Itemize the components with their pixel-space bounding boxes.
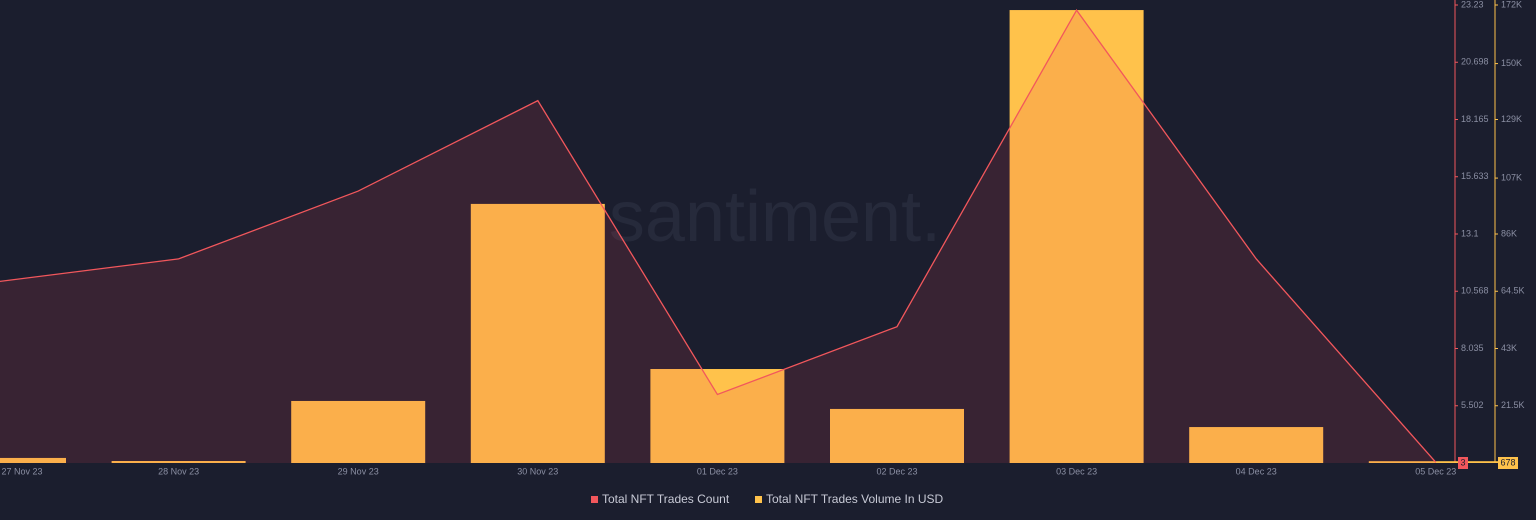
x-tick-label: 30 Nov 23 (517, 466, 558, 476)
x-tick-label: 03 Dec 23 (1056, 466, 1097, 476)
watermark: santiment. (609, 177, 941, 257)
x-tick-label: 02 Dec 23 (876, 466, 917, 476)
y-tick-label: 23.23 (1461, 0, 1484, 9)
bar (0, 457, 66, 463)
legend-label: Total NFT Trades Volume In USD (766, 492, 944, 506)
x-tick-label: 29 Nov 23 (338, 466, 379, 476)
x-tick-label: 05 Dec 23 (1415, 466, 1456, 476)
x-tick-label: 01 Dec 23 (697, 466, 738, 476)
x-tick-label: 27 Nov 23 (1, 466, 42, 476)
y2-tick-label: 172K (1501, 0, 1522, 9)
y-tick-label: 10.568 (1461, 286, 1489, 296)
y2-tick-label: 107K (1501, 172, 1522, 182)
area (0, 10, 1436, 463)
y-tick-label: 5.502 (1461, 400, 1484, 410)
y-tick-label: 20.698 (1461, 57, 1489, 67)
y2-tick-label: 64.5K (1501, 286, 1525, 296)
legend: Total NFT Trades Count Total NFT Trades V… (591, 492, 944, 506)
y2-tick-label: 21.5K (1501, 400, 1525, 410)
y2-tick-label: 129K (1501, 114, 1522, 124)
bar (650, 369, 785, 463)
y2-tick-label: 86K (1501, 228, 1517, 238)
y-tick-label: 13.1 (1461, 228, 1479, 238)
line (0, 8, 1437, 463)
badge (1498, 457, 1518, 469)
x-tick-label: 28 Nov 23 (158, 466, 199, 476)
bar (1189, 427, 1324, 463)
bar (830, 408, 964, 463)
y-tick-label: 8.035 (1461, 343, 1484, 353)
legend-swatch (755, 496, 762, 503)
last-value-badge: 678 (1500, 457, 1515, 467)
bar (291, 400, 426, 463)
bar (1009, 10, 1144, 464)
y-tick-label: 18.165 (1461, 114, 1489, 124)
bar (470, 203, 605, 463)
legend-label: Total NFT Trades Count (602, 492, 730, 506)
last-value-badge: 3 (1460, 457, 1465, 467)
x-tick-label: 04 Dec 23 (1236, 466, 1277, 476)
y2-tick-label: 150K (1501, 58, 1522, 68)
y2-tick-label: 43K (1501, 343, 1517, 353)
y-tick-label: 15.633 (1461, 171, 1489, 181)
badge (1458, 457, 1468, 469)
bar (111, 461, 246, 463)
legend-swatch (591, 496, 598, 503)
